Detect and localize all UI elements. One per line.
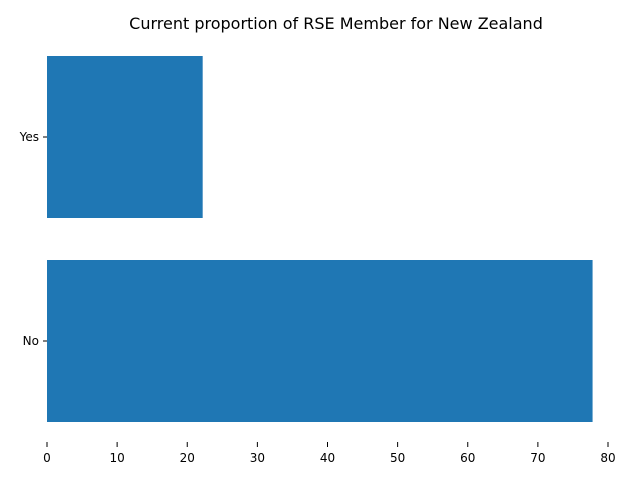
y-axis: No Yes <box>19 130 47 348</box>
x-tick-label-0: 0 <box>43 451 51 465</box>
x-tick-label-40: 40 <box>320 451 335 465</box>
x-tick-label-70: 70 <box>530 451 545 465</box>
x-tick-label-50: 50 <box>390 451 405 465</box>
y-tick-label-yes: Yes <box>19 130 39 144</box>
bar-yes <box>47 56 203 218</box>
chart-title: Current proportion of RSE Member for New… <box>129 14 543 33</box>
bar-no <box>47 260 593 422</box>
x-tick-label-60: 60 <box>460 451 475 465</box>
bars-group <box>47 56 593 422</box>
x-tick-label-80: 80 <box>600 451 615 465</box>
x-axis: 0 10 20 30 40 50 60 70 80 <box>43 442 616 465</box>
x-tick-label-20: 20 <box>180 451 195 465</box>
y-tick-label-no: No <box>23 334 39 348</box>
x-tick-label-10: 10 <box>109 451 124 465</box>
x-tick-label-30: 30 <box>250 451 265 465</box>
